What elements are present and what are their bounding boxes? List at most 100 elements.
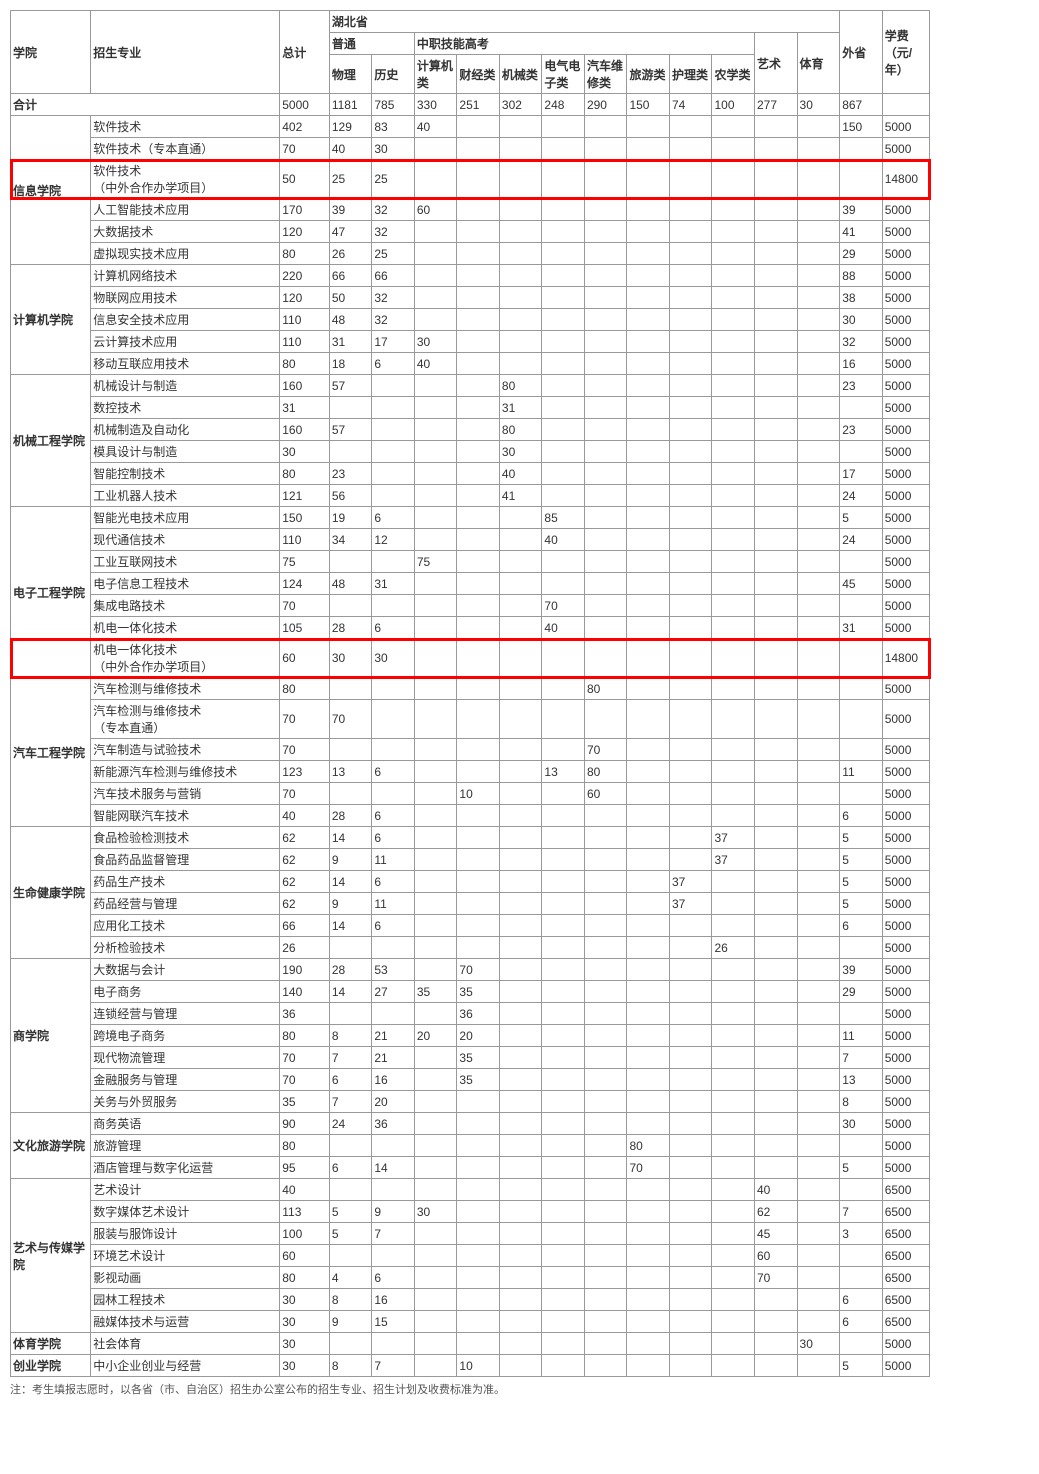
cell <box>414 1047 457 1069</box>
major-name: 人工智能技术应用 <box>91 199 280 221</box>
cell <box>712 1003 755 1025</box>
cell: 56 <box>329 485 372 507</box>
cell: 5000 <box>882 805 929 827</box>
cell <box>627 595 670 617</box>
cell <box>797 1091 840 1113</box>
cell <box>499 353 542 375</box>
cell <box>797 331 840 353</box>
cell: 5 <box>840 1355 883 1377</box>
cell: 70 <box>627 1157 670 1179</box>
cell: 248 <box>542 94 585 116</box>
cell <box>457 287 500 309</box>
cell <box>669 397 712 419</box>
cell: 24 <box>840 485 883 507</box>
cell <box>457 1201 500 1223</box>
cell: 25 <box>372 160 415 199</box>
cell <box>329 1179 372 1201</box>
cell: 31 <box>329 331 372 353</box>
major-name: 大数据技术 <box>91 221 280 243</box>
cell: 28 <box>329 805 372 827</box>
col-waisheng: 外省 <box>840 11 883 94</box>
cell: 13 <box>329 761 372 783</box>
cell <box>372 551 415 573</box>
cell <box>712 507 755 529</box>
cell <box>457 1113 500 1135</box>
cell <box>457 893 500 915</box>
cell <box>372 463 415 485</box>
cell: 6 <box>372 761 415 783</box>
cell <box>627 1355 670 1377</box>
cell <box>584 959 627 981</box>
cell: 12 <box>372 529 415 551</box>
table-row: 生命健康学院食品检验检测技术621463755000 <box>11 827 930 849</box>
cell <box>457 573 500 595</box>
cell <box>712 463 755 485</box>
cell: 5000 <box>882 116 929 138</box>
cell <box>584 221 627 243</box>
cell <box>414 375 457 397</box>
cell <box>584 1113 627 1135</box>
cell: 5000 <box>882 463 929 485</box>
cell <box>329 397 372 419</box>
cell <box>755 138 798 160</box>
cell <box>755 805 798 827</box>
cell <box>584 1201 627 1223</box>
cell: 40 <box>755 1179 798 1201</box>
major-name: 软件技术 <box>91 116 280 138</box>
cell: 110 <box>280 529 330 551</box>
cell: 6 <box>372 507 415 529</box>
cell <box>499 1311 542 1333</box>
cell: 10 <box>457 1355 500 1377</box>
cell <box>755 849 798 871</box>
cell <box>669 1069 712 1091</box>
cell: 5000 <box>882 1003 929 1025</box>
cell <box>797 959 840 981</box>
cell <box>414 1091 457 1113</box>
cell <box>627 331 670 353</box>
table-row: 智能控制技术802340175000 <box>11 463 930 485</box>
cell <box>457 1333 500 1355</box>
cell: 37 <box>712 827 755 849</box>
cell <box>712 1201 755 1223</box>
cell: 121 <box>280 485 330 507</box>
cell: 14 <box>329 871 372 893</box>
cell: 14 <box>372 1157 415 1179</box>
cell: 5000 <box>882 1355 929 1377</box>
table-row: 分析检验技术26265000 <box>11 937 930 959</box>
cell: 26 <box>712 937 755 959</box>
cell <box>627 700 670 739</box>
cell: 70 <box>280 739 330 761</box>
cell: 15 <box>372 1311 415 1333</box>
cell <box>627 1289 670 1311</box>
table-row: 连锁经营与管理36365000 <box>11 1003 930 1025</box>
cell <box>669 265 712 287</box>
cell <box>840 1135 883 1157</box>
cell <box>669 805 712 827</box>
cell: 129 <box>329 116 372 138</box>
cell <box>414 138 457 160</box>
cell <box>584 1135 627 1157</box>
cell: 23 <box>840 419 883 441</box>
cell <box>627 353 670 375</box>
cell <box>542 783 585 805</box>
cell: 402 <box>280 116 330 138</box>
cell <box>584 849 627 871</box>
cell: 20 <box>457 1025 500 1047</box>
table-row: 现代通信技术110341240245000 <box>11 529 930 551</box>
cell <box>712 617 755 639</box>
table-row: 关务与外贸服务3572085000 <box>11 1091 930 1113</box>
cell: 21 <box>372 1025 415 1047</box>
cell <box>414 221 457 243</box>
cell <box>627 959 670 981</box>
cell: 53 <box>372 959 415 981</box>
cell: 5000 <box>882 617 929 639</box>
cell <box>797 116 840 138</box>
cell <box>797 529 840 551</box>
cell <box>499 639 542 678</box>
cell: 75 <box>280 551 330 573</box>
cell <box>797 1135 840 1157</box>
cell <box>627 463 670 485</box>
cell <box>797 573 840 595</box>
cell <box>712 1047 755 1069</box>
cell: 5000 <box>882 573 929 595</box>
